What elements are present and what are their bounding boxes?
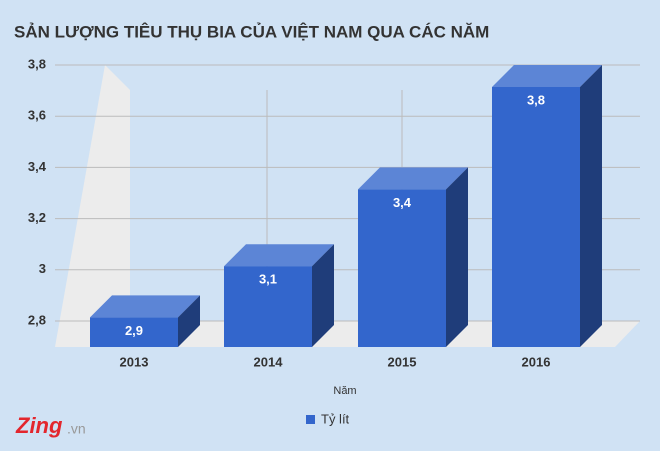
bar <box>492 87 580 347</box>
bar <box>358 189 446 347</box>
legend-label: Tỷ lít <box>321 411 350 426</box>
bar-top <box>358 167 468 190</box>
bar <box>90 317 178 347</box>
y-tick-label: 3,8 <box>28 56 46 71</box>
bar-top <box>492 65 602 87</box>
y-tick-label: 3,6 <box>28 108 46 123</box>
y-tick-label: 3,2 <box>28 210 46 225</box>
value-label: 3,1 <box>259 272 277 287</box>
y-tick-label: 2,8 <box>28 312 46 327</box>
x-tick-label: 2014 <box>254 354 284 369</box>
bar-top <box>90 295 200 318</box>
bar-side <box>312 244 334 347</box>
y-tick-label: 3 <box>39 261 46 276</box>
x-tick-label: 2015 <box>388 354 417 369</box>
legend-swatch <box>306 415 315 424</box>
value-label: 3,8 <box>527 92 545 107</box>
bar-side <box>446 167 468 347</box>
bar <box>224 266 312 347</box>
bar-side <box>580 65 602 347</box>
value-label: 2,9 <box>125 323 143 338</box>
logo-brand: Zing <box>15 413 63 438</box>
x-tick-label: 2013 <box>120 354 149 369</box>
side-wall <box>55 65 130 347</box>
value-label: 3,4 <box>393 195 412 210</box>
logo-domain: .vn <box>67 421 86 437</box>
chart-title: SẢN LƯỢNG TIÊU THỤ BIA CỦA VIỆT NAM QUA … <box>14 22 489 41</box>
y-tick-label: 3,4 <box>28 159 47 174</box>
bar-top <box>224 244 334 267</box>
x-tick-label: 2016 <box>522 354 551 369</box>
bar-side <box>178 295 200 347</box>
x-axis-label: Năm <box>333 385 356 397</box>
